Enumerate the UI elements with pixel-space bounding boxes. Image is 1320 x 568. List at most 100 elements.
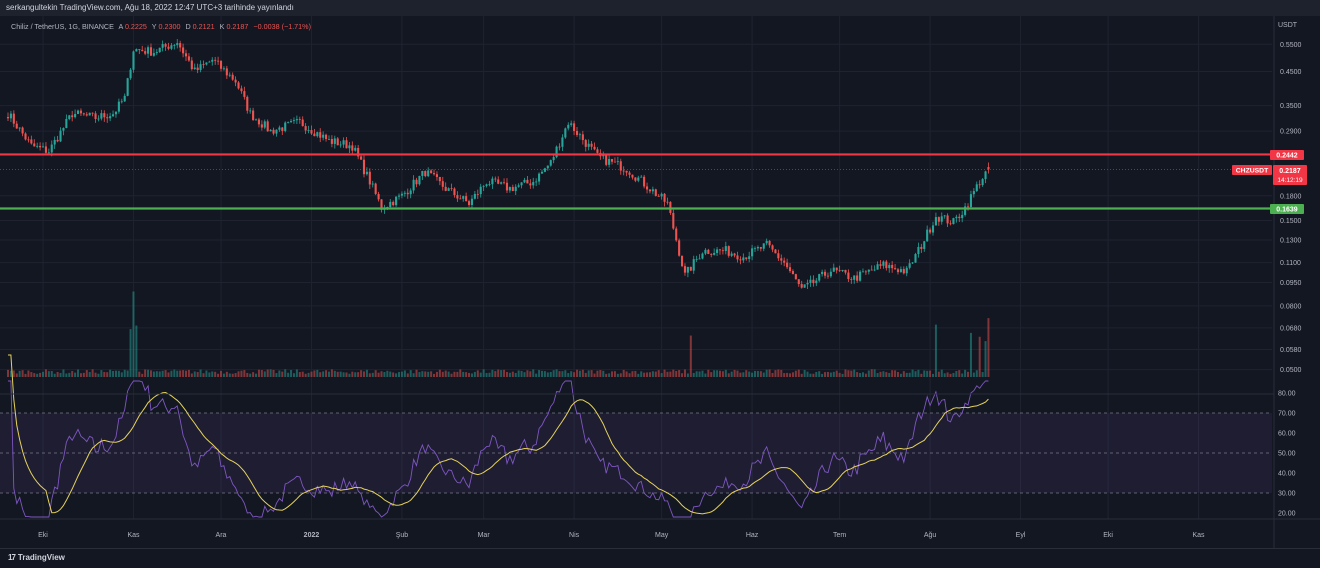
volume-bar <box>698 371 701 377</box>
candle-body <box>596 149 599 153</box>
legend-change: −0.0038 (−1.71%) <box>253 22 311 31</box>
candle-body <box>292 120 296 122</box>
candle-body <box>360 156 363 160</box>
candle-body <box>435 174 438 177</box>
legend-low-label: D <box>185 22 190 31</box>
chart-canvas[interactable]: 0.5500 0.4500 0.3500 0.2900 0.1800 0.1500 0.13… <box>0 16 1320 548</box>
candle-body <box>158 47 161 53</box>
volume-bar <box>631 371 634 377</box>
candle-body <box>71 115 74 118</box>
volume-bar <box>126 370 129 377</box>
volume-bar <box>187 369 190 377</box>
candle-body <box>184 53 188 57</box>
candle-body <box>543 168 546 172</box>
candle-body <box>152 53 155 56</box>
volume-bar <box>532 369 535 377</box>
candle-body <box>593 146 596 150</box>
candle-body <box>540 171 544 174</box>
chart-frame[interactable]: 0.5500 0.4500 0.3500 0.2900 0.1800 0.1500 0.13… <box>0 16 1320 548</box>
candle-body <box>79 110 82 114</box>
candle-body <box>742 257 745 261</box>
candle-body <box>786 262 789 268</box>
volume-bar <box>815 371 818 377</box>
candle-body <box>76 110 80 114</box>
volume-bar <box>473 371 476 377</box>
candle-body <box>298 119 301 120</box>
volume-bar <box>15 373 18 377</box>
candle-body <box>794 274 797 280</box>
volume-bar <box>327 371 330 377</box>
candle-body <box>856 275 859 281</box>
volume-bar <box>199 369 202 377</box>
candle-body <box>257 119 260 125</box>
candle-body <box>523 179 526 183</box>
candle-body <box>815 280 818 284</box>
rsi-pane <box>0 354 1272 518</box>
candle-body <box>823 271 827 276</box>
volume-bar <box>479 372 482 377</box>
candle-body <box>444 186 447 191</box>
volume-bar <box>786 372 789 377</box>
volume-bar <box>885 372 888 377</box>
price-tag: CHZUSDT 0.2187 14:12:19 <box>1232 165 1307 185</box>
volume-bar <box>386 370 389 377</box>
tradingview-logo[interactable]: 17 TradingView <box>8 553 65 562</box>
candle-body <box>698 258 701 260</box>
volume-bar <box>65 373 68 377</box>
candle-body <box>15 123 18 129</box>
candle-body <box>745 257 748 260</box>
candle-body <box>485 184 488 186</box>
volume-bar <box>727 373 730 377</box>
volume-bar <box>468 372 471 377</box>
candle-body <box>762 243 765 249</box>
volume-bar <box>625 371 628 377</box>
volume-bar <box>100 370 103 377</box>
candle-body <box>780 258 783 261</box>
candle-body <box>187 56 190 61</box>
legend-high-value: 0.2300 <box>158 22 180 31</box>
candle-body <box>129 69 132 79</box>
candle-body <box>645 186 649 190</box>
time-tick-label: May <box>655 532 669 539</box>
candle-body <box>368 171 371 185</box>
candle-body <box>234 79 237 83</box>
candle-body <box>546 165 549 169</box>
volume-bar <box>307 372 310 377</box>
volume-bar <box>371 372 374 377</box>
candle-body <box>94 113 97 119</box>
candle-body <box>727 246 730 256</box>
candle-body <box>88 112 91 116</box>
candle-body <box>631 174 634 178</box>
volume-bar <box>742 372 745 377</box>
candle-body <box>765 240 768 244</box>
volume-bar <box>628 373 631 377</box>
candle-body <box>214 59 217 61</box>
volume-bar <box>485 372 488 377</box>
candle-body <box>899 269 902 273</box>
volume-bar <box>368 373 371 377</box>
candle-body <box>672 212 675 229</box>
volume-bar <box>669 371 672 377</box>
candle-body <box>114 111 118 115</box>
candle-body <box>138 49 141 50</box>
candle-body <box>625 170 628 173</box>
candle-body <box>637 177 640 181</box>
candle-body <box>365 171 368 175</box>
volume-bar <box>287 372 290 377</box>
volume-bar <box>593 373 596 377</box>
candle-body <box>345 140 348 149</box>
volume-bar <box>754 370 757 377</box>
candle-body <box>494 178 497 180</box>
price-tick-label: 0.3500 <box>1280 103 1302 110</box>
candle-body <box>961 214 964 219</box>
volume-bar <box>920 373 923 377</box>
volume-bar <box>202 373 205 377</box>
candle-body <box>809 279 812 283</box>
volume-bar <box>24 373 27 377</box>
candle-body <box>336 138 339 146</box>
volume-bar <box>975 370 978 377</box>
candle-body <box>211 59 214 62</box>
candle-body <box>707 249 710 254</box>
time-tick-label: Haz <box>746 532 759 539</box>
candle-body <box>800 284 803 288</box>
